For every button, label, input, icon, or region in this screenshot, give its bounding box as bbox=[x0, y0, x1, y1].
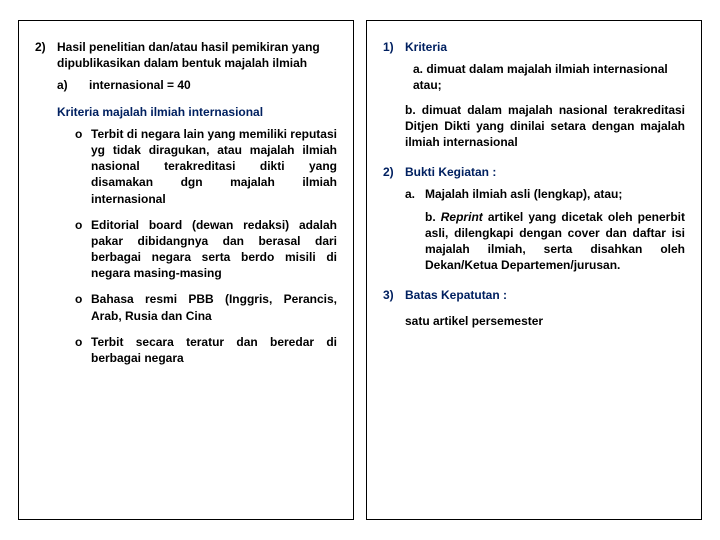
bullet-4: o Terbit secara teratur dan beredar di b… bbox=[75, 334, 337, 366]
bullet-3-text: Bahasa resmi PBB (Inggris, Perancis, Ara… bbox=[91, 291, 337, 323]
bullet-4-text: Terbit secara teratur dan beredar di ber… bbox=[91, 334, 337, 366]
r2-heading: 2) Bukti Kegiatan : bbox=[383, 164, 685, 180]
right-column: 1) Kriteria a. dimuat dalam majalah ilmi… bbox=[366, 20, 702, 520]
left-main-item: 2) Hasil penelitian dan/atau hasil pemik… bbox=[35, 39, 337, 71]
r3-num: 3) bbox=[383, 287, 405, 303]
r2-a-text: Majalah ilmiah asli (lengkap), atau; bbox=[425, 186, 622, 202]
r2-a: a. Majalah ilmiah asli (lengkap), atau; bbox=[405, 186, 685, 202]
bullet-2-text: Editorial board (dewan redaksi) adalah p… bbox=[91, 217, 337, 282]
bullet-1-text: Terbit di negara lain yang memiliki repu… bbox=[91, 126, 337, 207]
bullet-2: o Editorial board (dewan redaksi) adalah… bbox=[75, 217, 337, 282]
r2-b-pre: b. bbox=[425, 210, 441, 224]
r2-b: b. Reprint artikel yang dicetak oleh pen… bbox=[425, 209, 685, 274]
r1-b: b. dimuat dalam majalah nasional terakre… bbox=[405, 102, 685, 151]
kriteria-heading: Kriteria majalah ilmiah internasional bbox=[57, 104, 337, 120]
left-column: 2) Hasil penelitian dan/atau hasil pemik… bbox=[18, 20, 354, 520]
bullet-1: o Terbit di negara lain yang memiliki re… bbox=[75, 126, 337, 207]
r1-title: Kriteria bbox=[405, 39, 447, 55]
r2-a-lbl: a. bbox=[405, 186, 425, 202]
sub-a-text: internasional = 40 bbox=[89, 77, 191, 93]
bullet-list: o Terbit di negara lain yang memiliki re… bbox=[75, 126, 337, 366]
slide-page: 2) Hasil penelitian dan/atau hasil pemik… bbox=[0, 0, 720, 540]
bullet-icon: o bbox=[75, 217, 91, 282]
bullet-icon: o bbox=[75, 334, 91, 366]
sub-a-label: a) bbox=[57, 77, 89, 93]
r3-title: Batas Kepatutan : bbox=[405, 287, 507, 303]
r3-heading: 3) Batas Kepatutan : bbox=[383, 287, 685, 303]
bullet-icon: o bbox=[75, 291, 91, 323]
r3-text: satu artikel persemester bbox=[405, 313, 685, 329]
bullet-icon: o bbox=[75, 126, 91, 207]
left-title: Hasil penelitian dan/atau hasil pemikira… bbox=[57, 39, 337, 71]
r1-heading: 1) Kriteria bbox=[383, 39, 685, 55]
left-num: 2) bbox=[35, 39, 57, 71]
r2-b-italic: Reprint bbox=[441, 210, 483, 224]
r2-num: 2) bbox=[383, 164, 405, 180]
r2-title: Bukti Kegiatan : bbox=[405, 164, 496, 180]
bullet-3: o Bahasa resmi PBB (Inggris, Perancis, A… bbox=[75, 291, 337, 323]
r1-num: 1) bbox=[383, 39, 405, 55]
left-sub-a: a) internasional = 40 bbox=[57, 77, 337, 93]
r1-a: a. dimuat dalam majalah ilmiah internasi… bbox=[413, 61, 685, 93]
